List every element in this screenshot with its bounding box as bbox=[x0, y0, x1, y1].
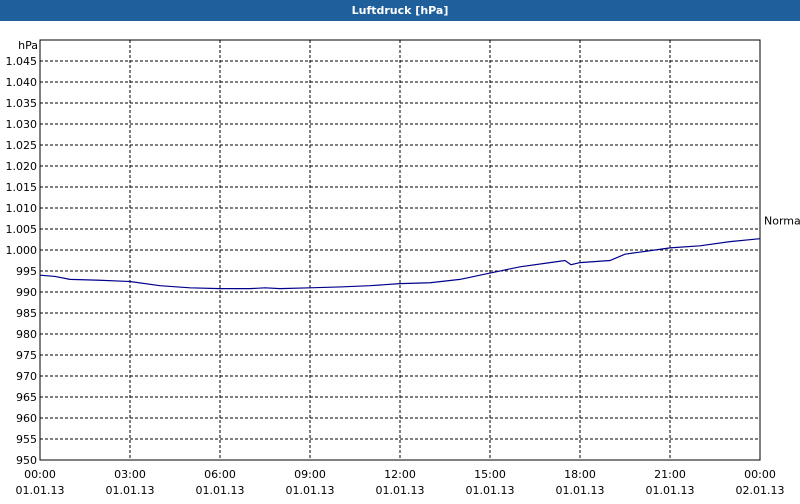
x-tick-date: 01.01.13 bbox=[376, 484, 425, 497]
y-tick-label: 965 bbox=[16, 391, 37, 404]
y-tick-label: 950 bbox=[16, 454, 37, 467]
y-tick-label: 1.020 bbox=[6, 160, 38, 173]
y-tick-label: 1.015 bbox=[6, 181, 38, 194]
y-tick-label: 995 bbox=[16, 265, 37, 278]
y-tick-label: 1.040 bbox=[6, 76, 38, 89]
x-tick-label: 18:00 bbox=[564, 468, 596, 481]
x-tick-date: 01.01.13 bbox=[196, 484, 245, 497]
x-tick-label: 03:00 bbox=[114, 468, 146, 481]
y-tick-label: 975 bbox=[16, 349, 37, 362]
x-tick-date: 01.01.13 bbox=[286, 484, 335, 497]
x-tick-date: 01.01.13 bbox=[646, 484, 695, 497]
y-tick-label: 1.000 bbox=[6, 244, 38, 257]
y-unit: hPa bbox=[18, 39, 38, 52]
y-tick-label: 1.035 bbox=[6, 97, 38, 110]
x-tick-label: 06:00 bbox=[204, 468, 236, 481]
y-tick-label: 1.005 bbox=[6, 223, 38, 236]
x-tick-label: 00:00 bbox=[744, 468, 776, 481]
y-tick-label: 970 bbox=[16, 370, 37, 383]
x-tick-date: 01.01.13 bbox=[106, 484, 155, 497]
x-tick-date: 01.01.13 bbox=[556, 484, 605, 497]
y-tick-label: 990 bbox=[16, 286, 37, 299]
title-bar bbox=[0, 0, 800, 21]
y-tick-label: 960 bbox=[16, 412, 37, 425]
y-tick-label: 955 bbox=[16, 433, 37, 446]
x-tick-label: 21:00 bbox=[654, 468, 686, 481]
chart-title: Luftdruck [hPa] bbox=[352, 4, 449, 17]
y-tick-label: 1.010 bbox=[6, 202, 38, 215]
series-line bbox=[39, 238, 761, 290]
x-tick-label: 09:00 bbox=[294, 468, 326, 481]
y-tick-label: 1.045 bbox=[6, 55, 38, 68]
x-tick-date: 01.01.13 bbox=[16, 484, 65, 497]
y-tick-label: 1.025 bbox=[6, 139, 38, 152]
plot-frame bbox=[39, 39, 761, 461]
y-tick-label: 1.030 bbox=[6, 118, 38, 131]
x-tick-label: 00:00 bbox=[24, 468, 56, 481]
y-tick-label: 985 bbox=[16, 307, 37, 320]
series-label: Normal bbox=[764, 215, 800, 228]
x-tick-date: 02.01.13 bbox=[736, 484, 785, 497]
x-tick-date: 01.01.13 bbox=[466, 484, 515, 497]
x-tick-label: 15:00 bbox=[474, 468, 506, 481]
x-tick-label: 12:00 bbox=[384, 468, 416, 481]
y-tick-label: 980 bbox=[16, 328, 37, 341]
